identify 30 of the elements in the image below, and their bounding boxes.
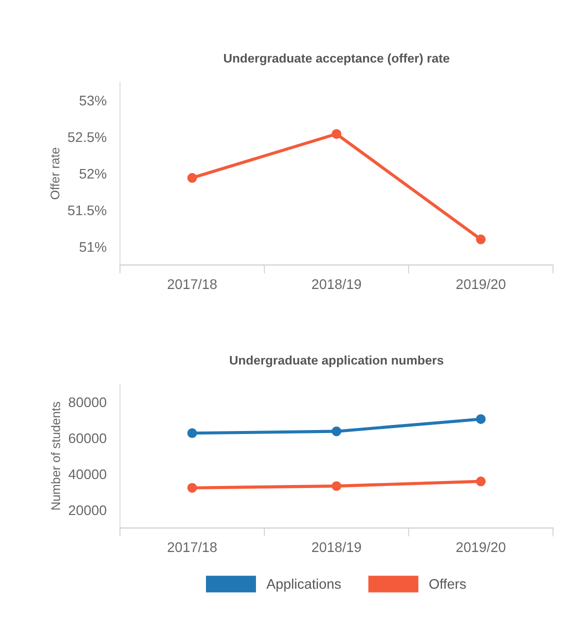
y-axis-title: Offer rate: [50, 148, 60, 200]
point: [332, 129, 342, 139]
point: [187, 428, 198, 438]
x-tick-label: 2017/18: [168, 542, 217, 552]
point: [332, 481, 342, 491]
point: [187, 173, 198, 183]
legend-label: Offers: [429, 578, 466, 589]
y-tick-label: 20000: [68, 505, 106, 516]
point: [332, 426, 342, 436]
x-tick-label: 2019/20: [456, 278, 506, 290]
y-tick-label: 51%: [80, 242, 106, 252]
y-tick-label: 52.5%: [68, 132, 106, 142]
chart-title: Undergraduate application numbers: [230, 355, 444, 368]
x-tick-label: 2018/19: [312, 278, 361, 290]
point: [476, 476, 486, 486]
y-tick-label: 80000: [68, 397, 106, 408]
chart-title: Undergraduate acceptance (offer) rate: [224, 53, 450, 66]
x-tick-label: 2018/19: [312, 542, 361, 552]
y-tick-label: 52%: [80, 168, 106, 179]
y-tick-label: 60000: [68, 433, 106, 444]
y-tick-label: 40000: [68, 469, 106, 480]
point: [187, 483, 198, 493]
point: [476, 414, 486, 424]
point: [476, 234, 486, 244]
legend-label: Applications: [266, 578, 341, 592]
y-tick-label: 51.5%: [68, 205, 106, 216]
x-tick-label: 2017/18: [168, 278, 217, 290]
x-tick-label: 2019/20: [456, 542, 506, 552]
y-axis-title: Number of students: [50, 402, 60, 510]
y-tick-label: 53%: [80, 96, 106, 106]
